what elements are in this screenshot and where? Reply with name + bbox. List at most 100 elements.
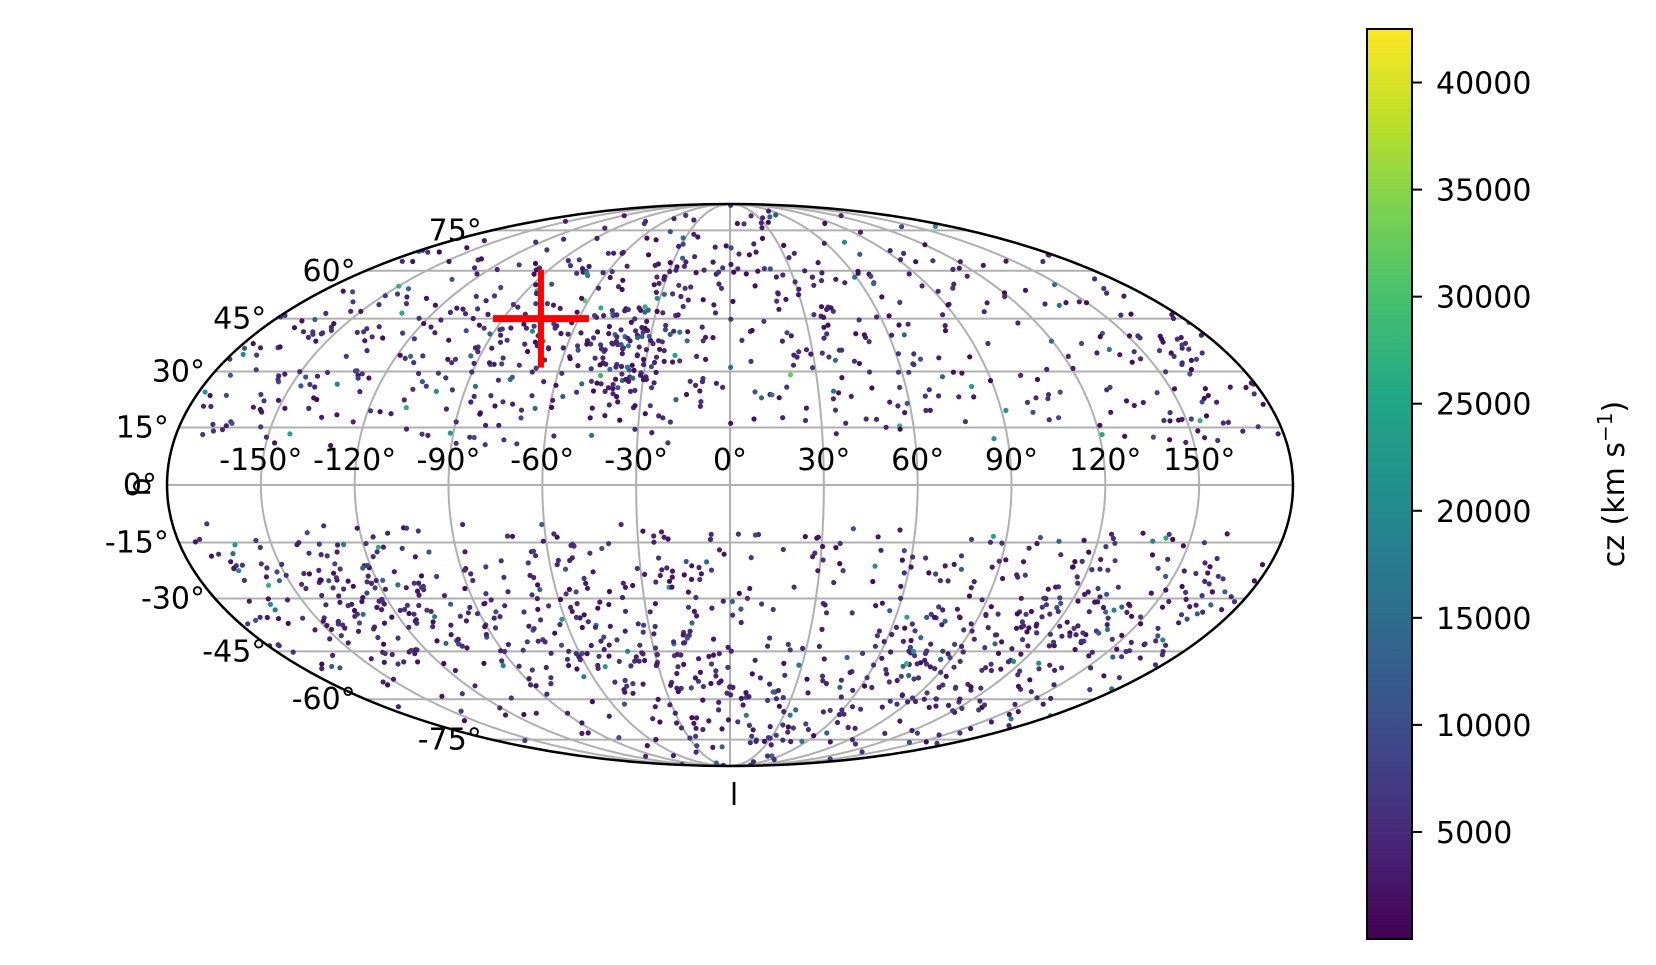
galaxy-point bbox=[647, 403, 653, 409]
galaxy-point bbox=[488, 393, 494, 399]
galaxy-point bbox=[872, 563, 878, 569]
galaxy-point bbox=[414, 620, 420, 626]
galaxy-point bbox=[951, 664, 957, 670]
galaxy-point bbox=[564, 710, 571, 716]
galaxy-point bbox=[618, 341, 624, 348]
galaxy-point bbox=[720, 598, 726, 604]
galaxy-point bbox=[410, 258, 416, 265]
galaxy-point bbox=[276, 373, 282, 379]
galaxy-point bbox=[1054, 604, 1060, 611]
galaxy-point bbox=[415, 659, 421, 665]
galaxy-point bbox=[606, 642, 612, 648]
galaxy-point bbox=[1155, 633, 1161, 639]
galaxy-point bbox=[617, 417, 623, 423]
galaxy-point bbox=[1163, 369, 1169, 375]
galaxy-point bbox=[767, 724, 773, 730]
galaxy-point bbox=[927, 664, 934, 670]
galaxy-point bbox=[630, 375, 636, 381]
galaxy-point bbox=[926, 704, 932, 711]
galaxy-point bbox=[943, 673, 949, 679]
galaxy-point bbox=[728, 261, 734, 267]
galaxy-point bbox=[290, 649, 296, 655]
galaxy-point bbox=[592, 624, 599, 630]
galaxy-point bbox=[697, 669, 704, 675]
galaxy-point bbox=[665, 536, 671, 542]
galaxy-point bbox=[574, 666, 580, 672]
galaxy-point bbox=[952, 641, 958, 648]
galaxy-point bbox=[436, 249, 442, 255]
galaxy-point bbox=[419, 379, 425, 385]
galaxy-point bbox=[598, 305, 604, 311]
galaxy-point bbox=[701, 267, 707, 273]
galaxy-point bbox=[765, 219, 771, 225]
galaxy-point bbox=[432, 302, 438, 308]
galaxy-point bbox=[332, 561, 338, 567]
galaxy-point bbox=[821, 335, 827, 341]
galaxy-point bbox=[624, 263, 630, 269]
galaxy-point bbox=[1202, 386, 1208, 392]
galaxy-point bbox=[594, 235, 600, 241]
galaxy-point bbox=[1011, 658, 1017, 665]
galaxy-point bbox=[636, 658, 642, 664]
galaxy-point bbox=[1103, 609, 1109, 615]
galaxy-point bbox=[710, 744, 716, 751]
galaxy-point bbox=[415, 528, 421, 534]
galaxy-point bbox=[739, 337, 745, 343]
galaxy-point bbox=[921, 696, 927, 702]
galaxy-point bbox=[743, 712, 749, 718]
galaxy-point bbox=[1243, 384, 1249, 391]
galaxy-point bbox=[819, 673, 826, 679]
galaxy-point bbox=[992, 641, 998, 647]
galaxy-point bbox=[303, 374, 309, 380]
galaxy-point bbox=[396, 283, 402, 289]
galaxy-point bbox=[660, 310, 666, 316]
galaxy-point bbox=[881, 639, 887, 645]
galaxy-point bbox=[401, 659, 407, 665]
galaxy-point bbox=[473, 293, 479, 299]
galaxy-point bbox=[621, 687, 627, 693]
galaxy-point bbox=[379, 607, 385, 613]
galaxy-point bbox=[837, 684, 843, 690]
galaxy-point bbox=[368, 656, 374, 662]
galaxy-point bbox=[958, 566, 965, 572]
galaxy-point bbox=[896, 322, 902, 328]
galaxy-point bbox=[619, 286, 625, 293]
galaxy-point bbox=[1018, 651, 1024, 657]
galaxy-point bbox=[1079, 558, 1085, 565]
galaxy-point bbox=[1224, 531, 1230, 537]
colorbar-tick-label: 20000 bbox=[1436, 495, 1531, 530]
galaxy-point bbox=[1072, 646, 1078, 653]
galaxy-point bbox=[240, 351, 246, 357]
galaxy-point bbox=[1163, 535, 1169, 541]
galaxy-point bbox=[369, 334, 375, 340]
galaxy-point bbox=[275, 642, 281, 648]
galaxy-point bbox=[691, 720, 697, 726]
x-axis-label: l bbox=[730, 778, 738, 813]
galaxy-point bbox=[1174, 336, 1180, 342]
galaxy-point bbox=[799, 738, 805, 744]
galaxy-point bbox=[553, 382, 559, 388]
galaxy-point bbox=[999, 639, 1005, 645]
colorbar-tick-label: 15000 bbox=[1436, 602, 1531, 637]
galaxy-point bbox=[531, 271, 537, 277]
galaxy-point bbox=[468, 399, 474, 405]
galaxy-point bbox=[551, 433, 557, 439]
galaxy-point bbox=[416, 580, 422, 586]
galaxy-point bbox=[936, 355, 942, 361]
galaxy-point bbox=[594, 380, 600, 386]
galaxy-point bbox=[529, 667, 535, 673]
galaxy-point bbox=[928, 641, 934, 647]
galaxy-point bbox=[831, 579, 837, 586]
galaxy-point bbox=[629, 362, 635, 368]
galaxy-point bbox=[385, 682, 391, 688]
galaxy-point bbox=[584, 651, 590, 657]
galaxy-point bbox=[610, 391, 616, 397]
galaxy-point bbox=[838, 677, 845, 683]
galaxy-point bbox=[529, 369, 535, 375]
galaxy-point bbox=[908, 637, 914, 644]
galaxy-point bbox=[452, 356, 459, 362]
galaxy-point bbox=[830, 396, 837, 402]
galaxy-point bbox=[849, 704, 856, 710]
galaxy-point bbox=[350, 289, 356, 295]
galaxy-point bbox=[783, 296, 789, 302]
